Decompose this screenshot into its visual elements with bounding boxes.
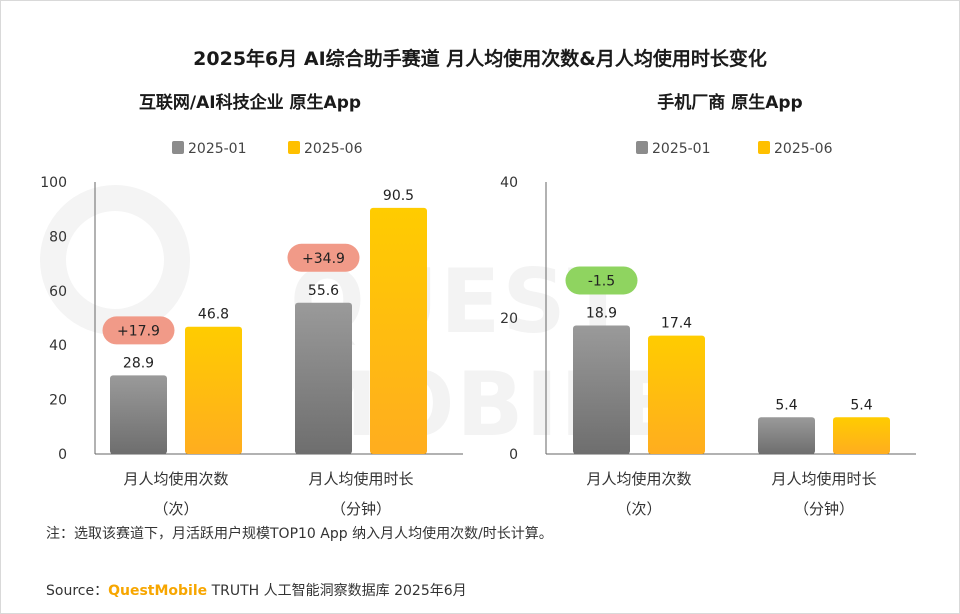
source-suffix: TRUTH 人工智能洞察数据库 2025年6月 [207, 583, 467, 599]
chart-0-diff-label-1: +34.9 [302, 251, 345, 267]
chart-1-legend-swatch-1 [758, 141, 770, 154]
chart-1-bar-label-0-1: 17.4 [661, 316, 692, 332]
chart-1-y-tick: 0 [509, 447, 518, 463]
chart-1-category-label-0: 月人均使用次数 [586, 470, 691, 488]
chart-1-bar-1-0 [758, 417, 815, 454]
chart-0-diff-pill-0 [102, 316, 175, 345]
chart-1-bar-label-0-0: 18.9 [586, 305, 617, 321]
chart-0-category-label-0: 月人均使用次数 [123, 470, 228, 488]
chart-1-legend-swatch-0 [636, 141, 648, 154]
chart-0-bar-label-1-0: 55.6 [308, 283, 339, 299]
chart-1-legend-label-1: 2025-06 [774, 141, 833, 157]
chart-0-bar-1-0 [295, 302, 352, 454]
chart-1-bar-0-0 [573, 325, 630, 454]
chart-1-title: 手机厂商 原生App [657, 92, 802, 113]
footnote: 注：选取该赛道下，月活跃用户规模TOP10 App 纳入月人均使用次数/时长计算… [46, 526, 553, 542]
chart-1-bar-1-1 [833, 417, 890, 454]
chart-0-bar-0-1 [185, 326, 242, 454]
source-brand: QuestMobile [108, 583, 208, 599]
chart-0-bar-label-0-1: 46.8 [198, 307, 229, 323]
chart-0-y-tick: 40 [49, 338, 67, 354]
chart-0-y-tick: 0 [58, 447, 67, 463]
chart-1-legend-label-0: 2025-01 [652, 141, 711, 157]
chart-0-y-tick: 20 [49, 393, 67, 409]
chart-1-category-unit-1: （分钟） [794, 500, 854, 518]
chart-0-title: 互联网/AI科技企业 原生App [139, 92, 361, 113]
chart-0-bar-0-0 [110, 375, 167, 454]
chart-0-diff-pill-1 [287, 243, 360, 272]
chart-1-bar-label-1-0: 5.4 [775, 397, 797, 413]
chart-1-y-tick: 20 [500, 311, 518, 327]
chart-0-bar-label-1-1: 90.5 [383, 188, 414, 204]
chart-0-bar-1-1 [370, 207, 427, 454]
chart-0-legend-label-1: 2025-06 [304, 141, 363, 157]
chart-0-category-label-1: 月人均使用时长 [308, 470, 413, 488]
chart-0-diff-label-0: +17.9 [117, 323, 160, 339]
chart-1-category-label-1: 月人均使用时长 [771, 470, 876, 488]
chart-1-diff-label-0: -1.5 [588, 273, 615, 289]
chart-1-diff-pill-0 [565, 266, 638, 295]
page-title: 2025年6月 AI综合助手赛道 月人均使用次数&月人均使用时长变化 [193, 48, 767, 70]
chart-1-bar-label-1-1: 5.4 [850, 397, 872, 413]
chart-0-y-tick: 60 [49, 284, 67, 300]
chart-0-category-unit-1: （分钟） [331, 500, 391, 518]
chart-0-legend-label-0: 2025-01 [188, 141, 247, 157]
chart-0-legend-swatch-1 [288, 141, 300, 154]
source-line: Source：QuestMobile TRUTH 人工智能洞察数据库 2025年… [46, 580, 467, 600]
chart-0-category-unit-0: （次） [153, 500, 198, 518]
source-prefix: Source： [46, 583, 109, 599]
chart-1-bar-0-1 [648, 335, 705, 454]
chart-0-y-tick: 80 [49, 229, 67, 245]
chart-0-y-tick: 100 [40, 175, 67, 191]
chart-0-legend-swatch-0 [172, 141, 184, 154]
chart-1-category-unit-0: （次） [616, 500, 661, 518]
chart-1-y-tick: 40 [500, 175, 518, 191]
chart-0-bar-label-0-0: 28.9 [123, 355, 154, 371]
